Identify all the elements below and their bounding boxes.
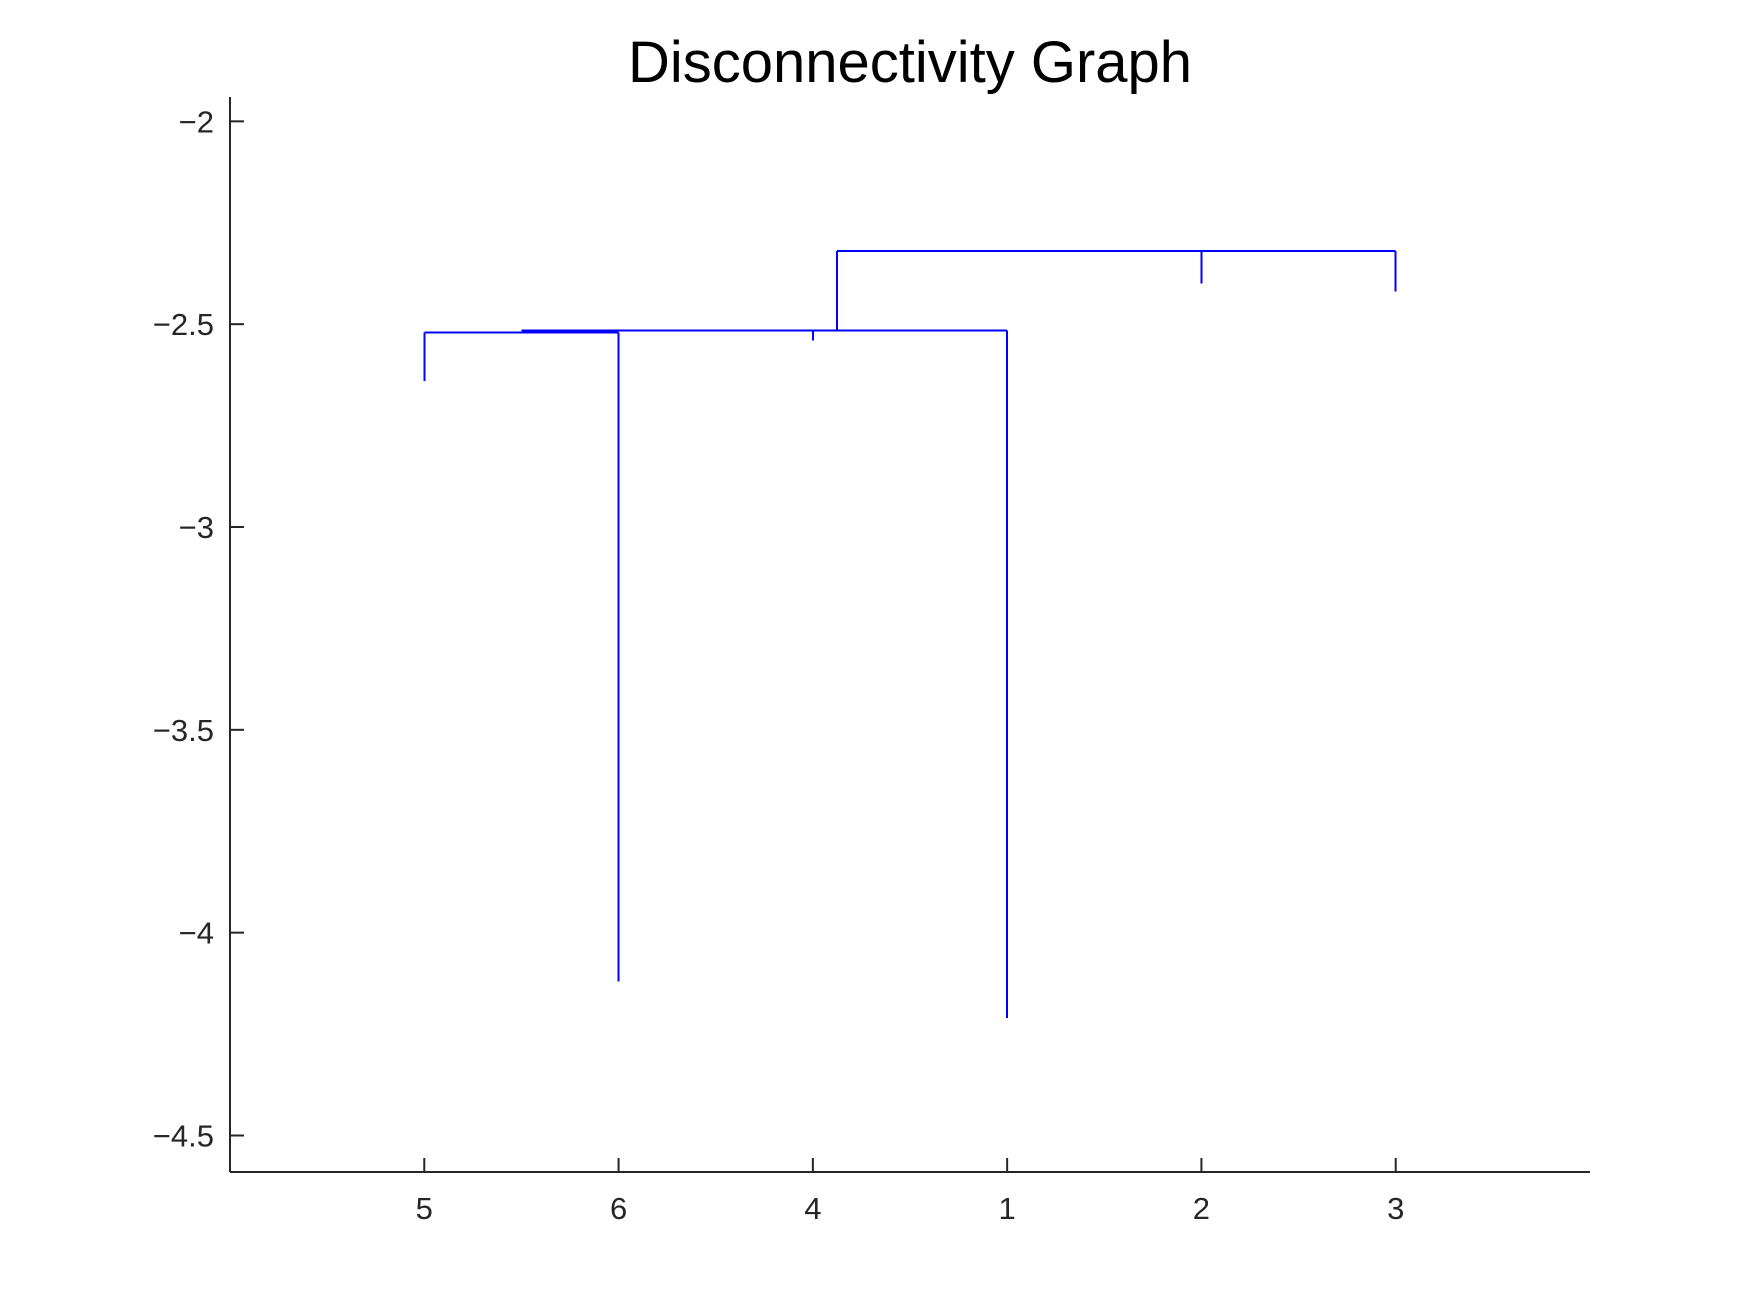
x-tick-label: 4 — [804, 1191, 821, 1226]
x-tick-label: 3 — [1387, 1191, 1404, 1226]
y-tick-label: −2 — [179, 104, 214, 139]
dendrogram-branches — [423, 250, 1397, 1018]
y-tick-label: −4.5 — [153, 1118, 214, 1153]
x-tick-label: 6 — [610, 1191, 627, 1226]
y-tick-label: −4 — [179, 916, 214, 951]
x-tick-label: 1 — [999, 1191, 1016, 1226]
chart-title: Disconnectivity Graph — [628, 30, 1192, 95]
x-axis-ticks: 5 6 4 1 2 3 — [416, 1158, 1404, 1226]
y-tick-label: −3.5 — [153, 713, 214, 748]
y-axis-ticks: −2 −2.5 −3 −3.5 −4 −4.5 — [153, 104, 244, 1153]
x-tick-label: 5 — [416, 1191, 433, 1226]
y-tick-label: −2.5 — [153, 307, 214, 342]
x-tick-label: 2 — [1193, 1191, 1210, 1226]
y-tick-label: −3 — [179, 510, 214, 545]
